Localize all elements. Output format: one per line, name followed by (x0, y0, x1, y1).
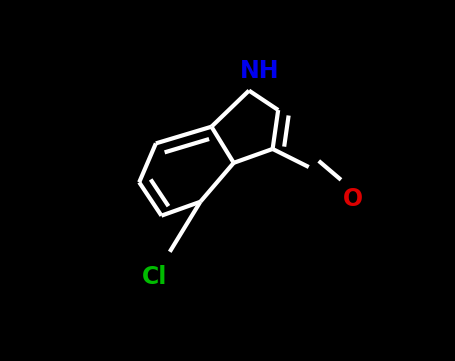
Text: NH: NH (240, 59, 279, 83)
Text: Cl: Cl (142, 265, 167, 289)
Text: O: O (343, 187, 363, 211)
